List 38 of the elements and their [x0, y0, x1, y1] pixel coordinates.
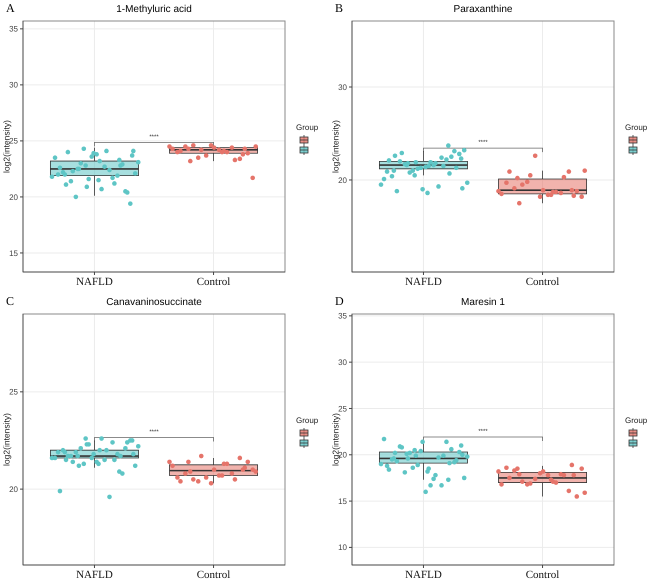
y-tick-label: 30	[338, 358, 348, 367]
text: B	[335, 1, 344, 16]
y-axis-title: log2(intensity)	[330, 412, 340, 466]
y-tick-label: 20	[9, 192, 19, 202]
x-tick-label: NAFLD	[76, 568, 113, 581]
text: C	[6, 294, 14, 309]
y-tick-label: 35	[9, 24, 19, 34]
y-axis-title: log2(intensity)	[330, 120, 340, 173]
y-tick-label: 20	[338, 176, 348, 185]
x-tick-label: Control	[526, 568, 560, 581]
y-tick-label: 30	[9, 80, 19, 90]
chart-title: Maresin 1	[460, 297, 506, 308]
y-tick-label: 15	[9, 248, 19, 258]
x-tick-label: Control	[196, 276, 230, 288]
text: A	[6, 1, 15, 16]
y-axis-title: log2(intensity)	[1, 412, 12, 466]
y-tick-label: 25	[338, 404, 348, 414]
y-tick-label: 15	[338, 496, 348, 506]
text: D	[335, 294, 344, 309]
legend-title: Group	[296, 122, 318, 132]
x-tick-label: NAFLD	[405, 568, 442, 581]
y-tick-label: 30	[338, 82, 348, 92]
y-axis-title: log2(intensity)	[1, 120, 12, 173]
x-tick-label: NAFLD	[405, 276, 442, 288]
y-tick-label: 25	[9, 136, 19, 146]
y-tick-label: 25	[9, 388, 19, 397]
legend-title: Group	[625, 122, 648, 132]
y-tick-label: 20	[9, 484, 19, 494]
y-tick-label: 10	[338, 543, 348, 552]
x-tick-label: Control	[526, 276, 560, 288]
chart-title: Paraxanthine	[452, 4, 514, 15]
legend-title: Group	[296, 416, 318, 424]
y-tick-label: 35	[338, 312, 348, 321]
x-tick-label: Control	[196, 568, 230, 581]
chart-title: Canavaninosuccinate	[105, 297, 203, 308]
legend-title: Group	[625, 416, 648, 424]
x-tick-label: NAFLD	[76, 276, 113, 288]
chart-title: 1-Methyluric acid	[115, 4, 193, 15]
